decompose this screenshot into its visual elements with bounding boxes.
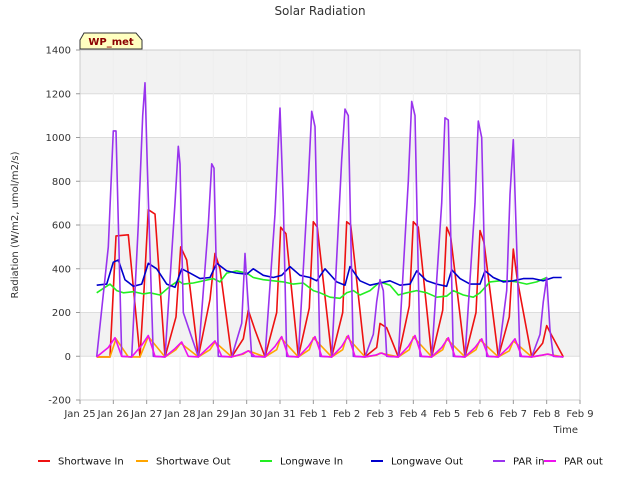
y-axis-label: Radiation (W/m2, umol/m2/s) <box>10 151 21 298</box>
y-tick-label: 600 <box>52 221 71 232</box>
y-tick-label: 0 <box>65 352 71 363</box>
legend-label: Longwave Out <box>391 457 463 468</box>
station-badge-shape <box>79 32 143 50</box>
x-tick-label: Jan 29 <box>197 409 229 420</box>
y-tick-label: 1000 <box>46 133 71 144</box>
x-tick-label: Feb 9 <box>566 409 593 420</box>
y-tick-label: 800 <box>52 177 71 188</box>
station-badge: WP_met <box>79 32 143 50</box>
y-tick-label: 1200 <box>46 89 71 100</box>
x-tick-label: Feb 8 <box>533 409 560 420</box>
y-axis-ticks: -200 0 200 400 600 800 1000 1200 1400 <box>46 46 80 407</box>
y-tick-label: 400 <box>52 264 71 275</box>
plot-band <box>80 268 580 313</box>
x-tick-label: Feb 6 <box>466 409 493 420</box>
series-line-longwave-out <box>96 259 562 289</box>
x-axis-label: Time <box>553 425 578 436</box>
x-tick-label: Jan 27 <box>130 409 162 420</box>
plot-band <box>80 225 580 269</box>
legend-label: PAR in <box>513 457 544 468</box>
x-tick-label: Jan 30 <box>230 409 262 420</box>
chart-title: Solar Radiation <box>274 4 365 18</box>
x-tick-label: Feb 3 <box>366 409 393 420</box>
station-label: WP_met <box>88 37 134 48</box>
plot-band <box>80 50 580 94</box>
legend-label: Longwave In <box>280 457 343 468</box>
x-tick-label: Feb 5 <box>433 409 460 420</box>
x-tick-label: Jan 31 <box>263 409 295 420</box>
series-line-par-out <box>96 334 564 358</box>
legend-label: PAR out <box>564 457 603 468</box>
x-tick-label: Jan 25 <box>63 409 95 420</box>
x-axis-ticks: Jan 25 Jan 26 Jan 27 Jan 28 Jan 29 Jan 30 Jan … <box>63 400 594 420</box>
x-tick-label: Jan 26 <box>97 409 129 420</box>
y-tick-label: 200 <box>52 308 71 319</box>
legend-label: Shortwave In <box>58 457 124 468</box>
legend-label: Shortwave Out <box>156 457 231 468</box>
series-layer <box>95 82 565 358</box>
y-tick-label: -200 <box>48 396 71 407</box>
x-tick-label: Feb 7 <box>500 409 527 420</box>
x-tick-label: Feb 4 <box>400 409 427 420</box>
plot-band <box>80 93 580 138</box>
plot-band <box>80 137 580 182</box>
y-tick-label: 1400 <box>46 46 71 57</box>
x-tick-label: Jan 28 <box>163 409 195 420</box>
plot-band <box>80 356 580 400</box>
plot-band <box>80 181 580 225</box>
legend: Shortwave In Shortwave Out Longwave In Long… <box>38 457 603 468</box>
x-tick-label: Feb 2 <box>333 409 360 420</box>
x-tick-label: Feb 1 <box>300 409 327 420</box>
plot-background <box>80 50 580 400</box>
